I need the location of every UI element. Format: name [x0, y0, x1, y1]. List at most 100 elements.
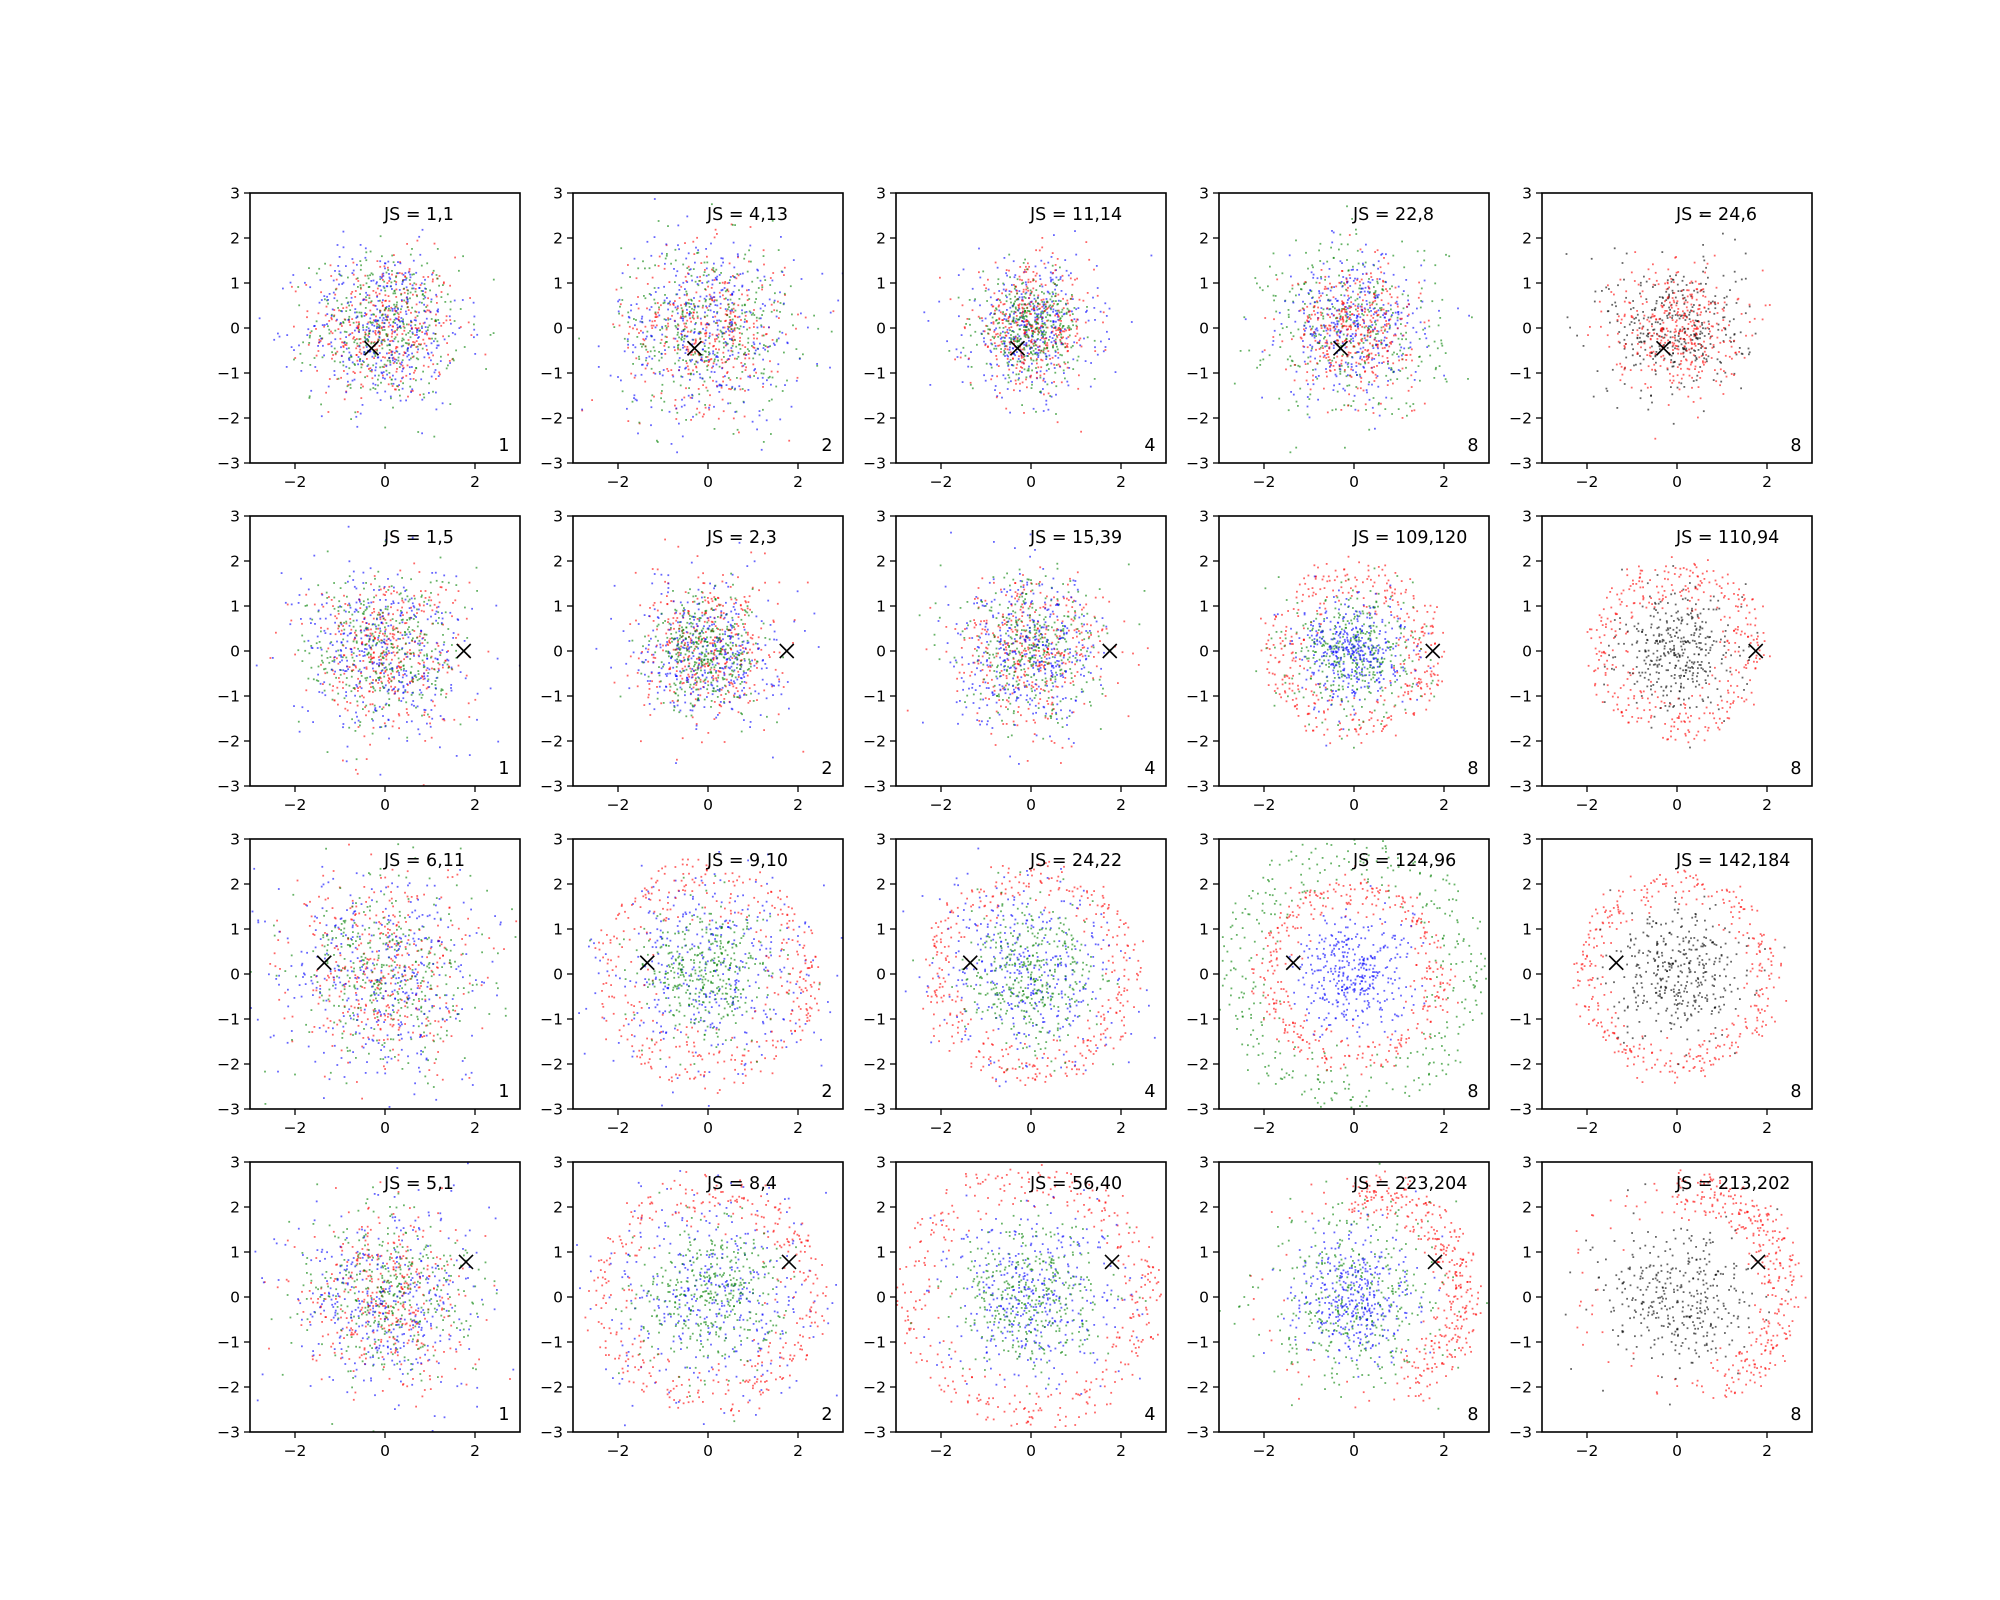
data-point: [414, 290, 417, 293]
data-point: [722, 261, 724, 264]
data-point: [412, 344, 415, 346]
data-point: [1312, 369, 1314, 371]
data-point: [1034, 319, 1037, 322]
data-point: [335, 319, 338, 322]
data-point: [349, 301, 352, 303]
data-point: [409, 346, 412, 348]
data-point: [1355, 233, 1358, 235]
data-point: [366, 358, 368, 360]
data-point: [359, 303, 362, 306]
data-point: [1396, 319, 1399, 322]
data-point: [804, 316, 807, 319]
data-point: [1070, 319, 1073, 321]
data-point: [1387, 302, 1390, 305]
data-point: [732, 342, 735, 345]
data-point: [697, 249, 699, 252]
data-point: [983, 330, 986, 333]
data-point: [1037, 294, 1040, 297]
data-point: [1638, 341, 1641, 343]
data-point: [1306, 346, 1309, 349]
data-point: [1332, 321, 1335, 324]
data-point: [1289, 451, 1292, 454]
data-point: [783, 351, 785, 354]
data-point: [1039, 351, 1042, 354]
data-point: [1321, 312, 1324, 315]
data-point: [1029, 281, 1032, 283]
data-point: [1658, 345, 1661, 348]
data-point: [694, 341, 697, 344]
data-point: [1325, 329, 1328, 332]
data-point: [1039, 327, 1042, 330]
data-point: [349, 387, 352, 389]
data-point: [330, 315, 333, 317]
data-point: [1078, 298, 1081, 301]
data-point: [1004, 331, 1006, 334]
data-point: [1338, 274, 1340, 277]
data-point: [1688, 318, 1691, 320]
data-point: [699, 275, 701, 278]
data-point: [380, 314, 383, 317]
data-point: [1060, 343, 1063, 346]
data-point: [354, 311, 356, 314]
y-tick-label: −3: [1186, 455, 1209, 473]
data-point: [1365, 273, 1368, 275]
data-point: [662, 369, 665, 371]
data-point: [1309, 344, 1312, 346]
data-point: [706, 365, 708, 368]
data-point: [1372, 329, 1375, 332]
data-point: [1074, 335, 1077, 337]
data-point: [1052, 272, 1054, 274]
data-point: [1625, 252, 1628, 255]
data-point: [359, 260, 362, 262]
data-point: [777, 337, 780, 340]
data-point: [1367, 356, 1370, 358]
data-point: [1292, 393, 1295, 396]
data-point: [419, 253, 422, 256]
data-point: [1072, 358, 1075, 361]
data-point: [800, 278, 803, 280]
data-point: [356, 425, 359, 428]
data-point: [1029, 348, 1031, 350]
data-point: [360, 352, 363, 355]
data-point: [730, 320, 733, 323]
data-point: [355, 316, 358, 319]
data-point: [1338, 281, 1341, 284]
data-point: [1384, 408, 1387, 410]
data-point: [665, 244, 668, 247]
data-point: [1695, 337, 1698, 340]
data-point: [1051, 305, 1053, 308]
data-point: [423, 321, 426, 324]
data-point: [1023, 307, 1026, 310]
data-point: [1374, 307, 1376, 309]
data-point: [658, 255, 661, 258]
data-point: [1309, 289, 1311, 292]
data-point: [1281, 327, 1284, 330]
data-point: [762, 408, 764, 411]
data-point: [642, 331, 644, 334]
data-point: [410, 311, 412, 314]
data-point: [417, 348, 419, 351]
data-point: [1350, 328, 1352, 331]
data-point: [1356, 297, 1359, 300]
data-point: [1034, 340, 1037, 343]
data-point: [660, 304, 662, 307]
data-point: [418, 287, 421, 289]
data-point: [1342, 353, 1344, 356]
data-point: [404, 272, 407, 274]
data-point: [386, 335, 389, 338]
data-point: [409, 273, 411, 276]
data-point: [1385, 310, 1388, 312]
data-point: [705, 248, 707, 250]
data-point: [354, 329, 356, 332]
data-point: [1018, 318, 1021, 321]
data-point: [1368, 328, 1370, 331]
data-point: [837, 299, 840, 302]
data-point: [653, 298, 656, 301]
data-point: [367, 301, 370, 304]
data-point: [449, 319, 452, 321]
data-point: [1028, 297, 1031, 300]
data-point: [1434, 264, 1437, 267]
data-point: [678, 366, 681, 368]
data-point: [388, 300, 391, 303]
data-point: [1039, 278, 1042, 280]
